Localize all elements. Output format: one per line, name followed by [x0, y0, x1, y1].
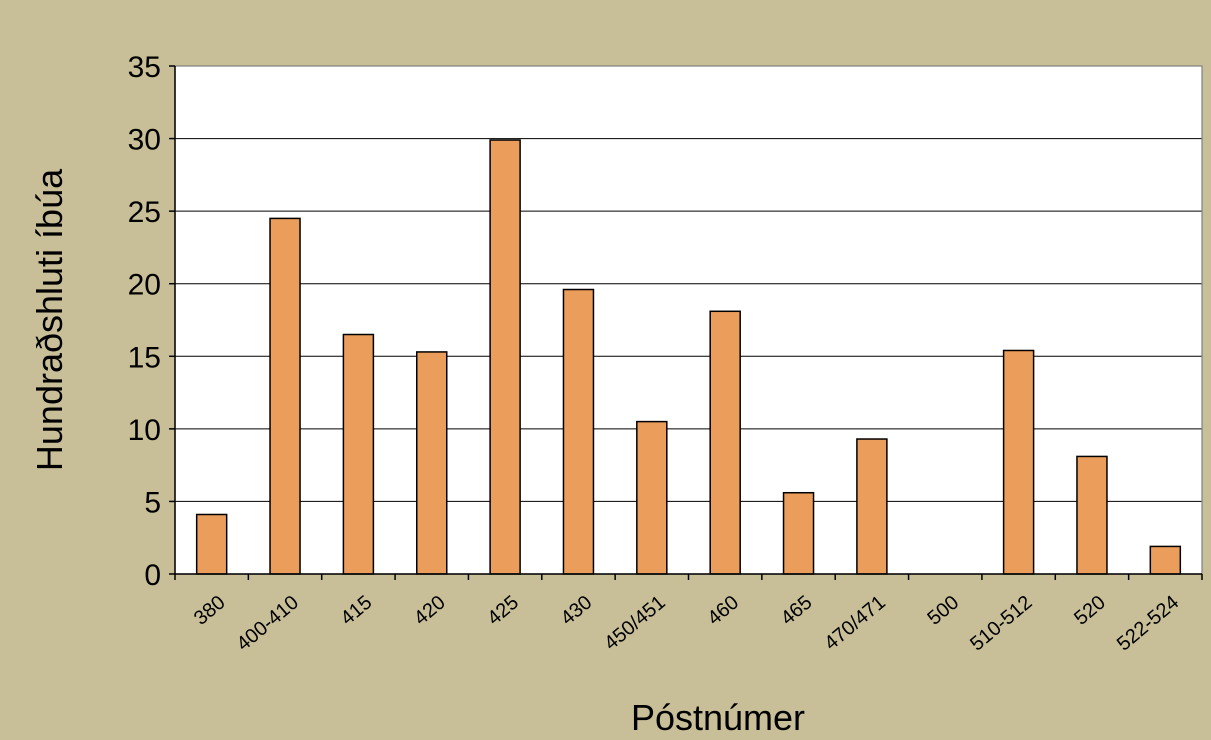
y-tick-label: 35: [128, 51, 161, 84]
x-tick-label: 430: [557, 591, 597, 629]
x-tick-label: 510-512: [966, 591, 1036, 655]
x-tick-label: 380: [190, 591, 230, 629]
x-axis-title: Póstnúmer: [631, 697, 805, 738]
bar-400-410: [269, 217, 301, 575]
y-tick-label: 5: [144, 486, 161, 519]
plot-area: [175, 66, 1202, 574]
bar-520: [1076, 455, 1108, 575]
bar-415: [342, 333, 375, 575]
x-tick-label: 425: [483, 591, 523, 629]
x-tick-label: 500: [923, 591, 963, 629]
y-axis-ticks: 0 5 10 15 20 25 30 35: [128, 51, 175, 592]
x-tick-label: 420: [410, 591, 450, 629]
y-tick-label: 20: [128, 269, 161, 302]
y-tick-label: 25: [128, 196, 161, 229]
y-tick-label: 0: [144, 559, 161, 592]
x-tick-label: 400-410: [233, 591, 303, 655]
bar-465: [782, 491, 815, 575]
x-tick-label: 415: [337, 591, 377, 629]
bar-430: [562, 288, 595, 575]
bar-510-512: [1002, 349, 1035, 575]
y-axis-title: Hundraðshluti íbúa: [29, 168, 70, 471]
x-tick-label: 460: [703, 591, 743, 629]
bars: [195, 139, 1182, 575]
x-axis-ticks: 380 400-410 415 420 425 430 450/451 460 465 470/4…: [174, 574, 1203, 655]
x-tick-label: 470/471: [820, 591, 890, 654]
x-tick-label: 450/451: [600, 591, 670, 654]
bar-522-524: [1149, 545, 1182, 575]
x-tick-label: 522-524: [1113, 591, 1183, 655]
bar-420: [416, 351, 448, 575]
y-tick-label: 30: [128, 124, 161, 157]
bar-450-451: [636, 420, 668, 575]
bar-380: [195, 513, 228, 575]
y-tick-label: 10: [128, 414, 161, 447]
y-tick-label: 15: [128, 341, 161, 374]
x-tick-label: 465: [777, 591, 817, 629]
x-tick-label: 520: [1070, 591, 1110, 629]
bar-470-471: [856, 438, 888, 575]
bar-425: [489, 139, 521, 575]
bar-460: [709, 310, 741, 575]
